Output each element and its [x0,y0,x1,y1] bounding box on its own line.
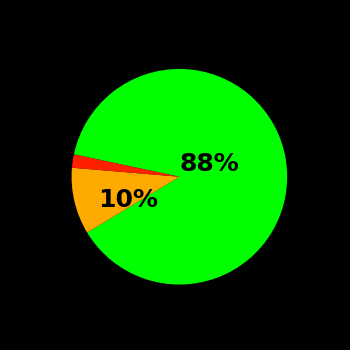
Text: 10%: 10% [98,188,158,212]
Wedge shape [72,168,179,233]
Text: 88%: 88% [180,152,239,176]
Wedge shape [72,154,179,177]
Wedge shape [74,69,287,285]
